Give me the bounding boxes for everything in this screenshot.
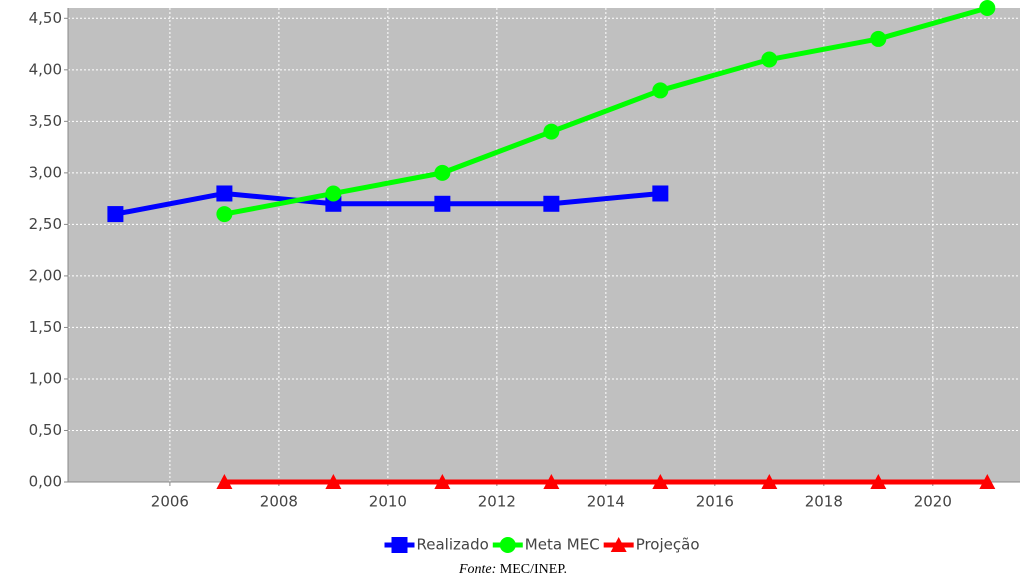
x-tick-label: 2020 <box>914 493 952 511</box>
y-tick-label: 4,00 <box>29 60 62 78</box>
marker <box>870 30 887 47</box>
y-tick-label: 4,50 <box>29 9 62 27</box>
marker <box>325 185 342 202</box>
marker <box>434 195 451 212</box>
marker <box>543 474 560 489</box>
y-tick-label: 2,50 <box>29 215 62 233</box>
legend-label: Projeção <box>636 536 700 554</box>
marker <box>652 474 669 489</box>
legend-item: Realizado <box>384 536 489 554</box>
y-tick-label: 3,50 <box>29 112 62 130</box>
marker <box>216 185 233 202</box>
marker <box>761 51 778 68</box>
marker <box>543 195 560 212</box>
series-line <box>223 5 988 217</box>
legend-label: Realizado <box>417 536 489 554</box>
x-tick-label: 2008 <box>260 493 298 511</box>
marker <box>216 474 233 489</box>
y-tick-label: 0,50 <box>29 421 62 439</box>
source-text: MEC/INEP. <box>500 562 567 577</box>
legend: Realizado Meta MEC Projeção <box>384 536 700 554</box>
marker <box>216 206 233 223</box>
marker <box>391 537 408 553</box>
series-line <box>114 190 661 217</box>
source-prefix: Fonte: <box>458 562 496 577</box>
marker <box>543 123 560 140</box>
source: Fonte: MEC/INEP. <box>458 562 567 577</box>
y-tick-label: 3,00 <box>29 163 62 181</box>
y-tick-label: 1,00 <box>29 369 62 387</box>
legend-label: Meta MEC <box>525 536 600 554</box>
marker <box>107 206 124 223</box>
x-tick-label: 2016 <box>696 493 734 511</box>
marker <box>434 474 451 489</box>
x-tick-label: 2012 <box>478 493 516 511</box>
marker <box>325 474 342 489</box>
marker <box>652 82 669 99</box>
x-tick-label: 2006 <box>151 493 189 511</box>
marker <box>870 474 887 489</box>
marker <box>979 0 996 16</box>
x-tick-label: 2014 <box>587 493 625 511</box>
legend-item: Projeção <box>603 536 700 554</box>
y-tick-label: 2,00 <box>29 266 62 284</box>
x-tick-label: 2018 <box>805 493 843 511</box>
marker <box>652 185 669 202</box>
marker <box>610 537 627 552</box>
marker <box>979 474 996 489</box>
marker <box>761 474 778 489</box>
x-tick-label: 2010 <box>369 493 407 511</box>
marker <box>499 537 516 553</box>
y-tick-label: 1,50 <box>29 318 62 336</box>
marker <box>434 164 451 181</box>
legend-item: Meta MEC <box>492 536 600 554</box>
plot-area <box>68 8 1020 482</box>
y-tick-label: 0,00 <box>29 473 62 491</box>
